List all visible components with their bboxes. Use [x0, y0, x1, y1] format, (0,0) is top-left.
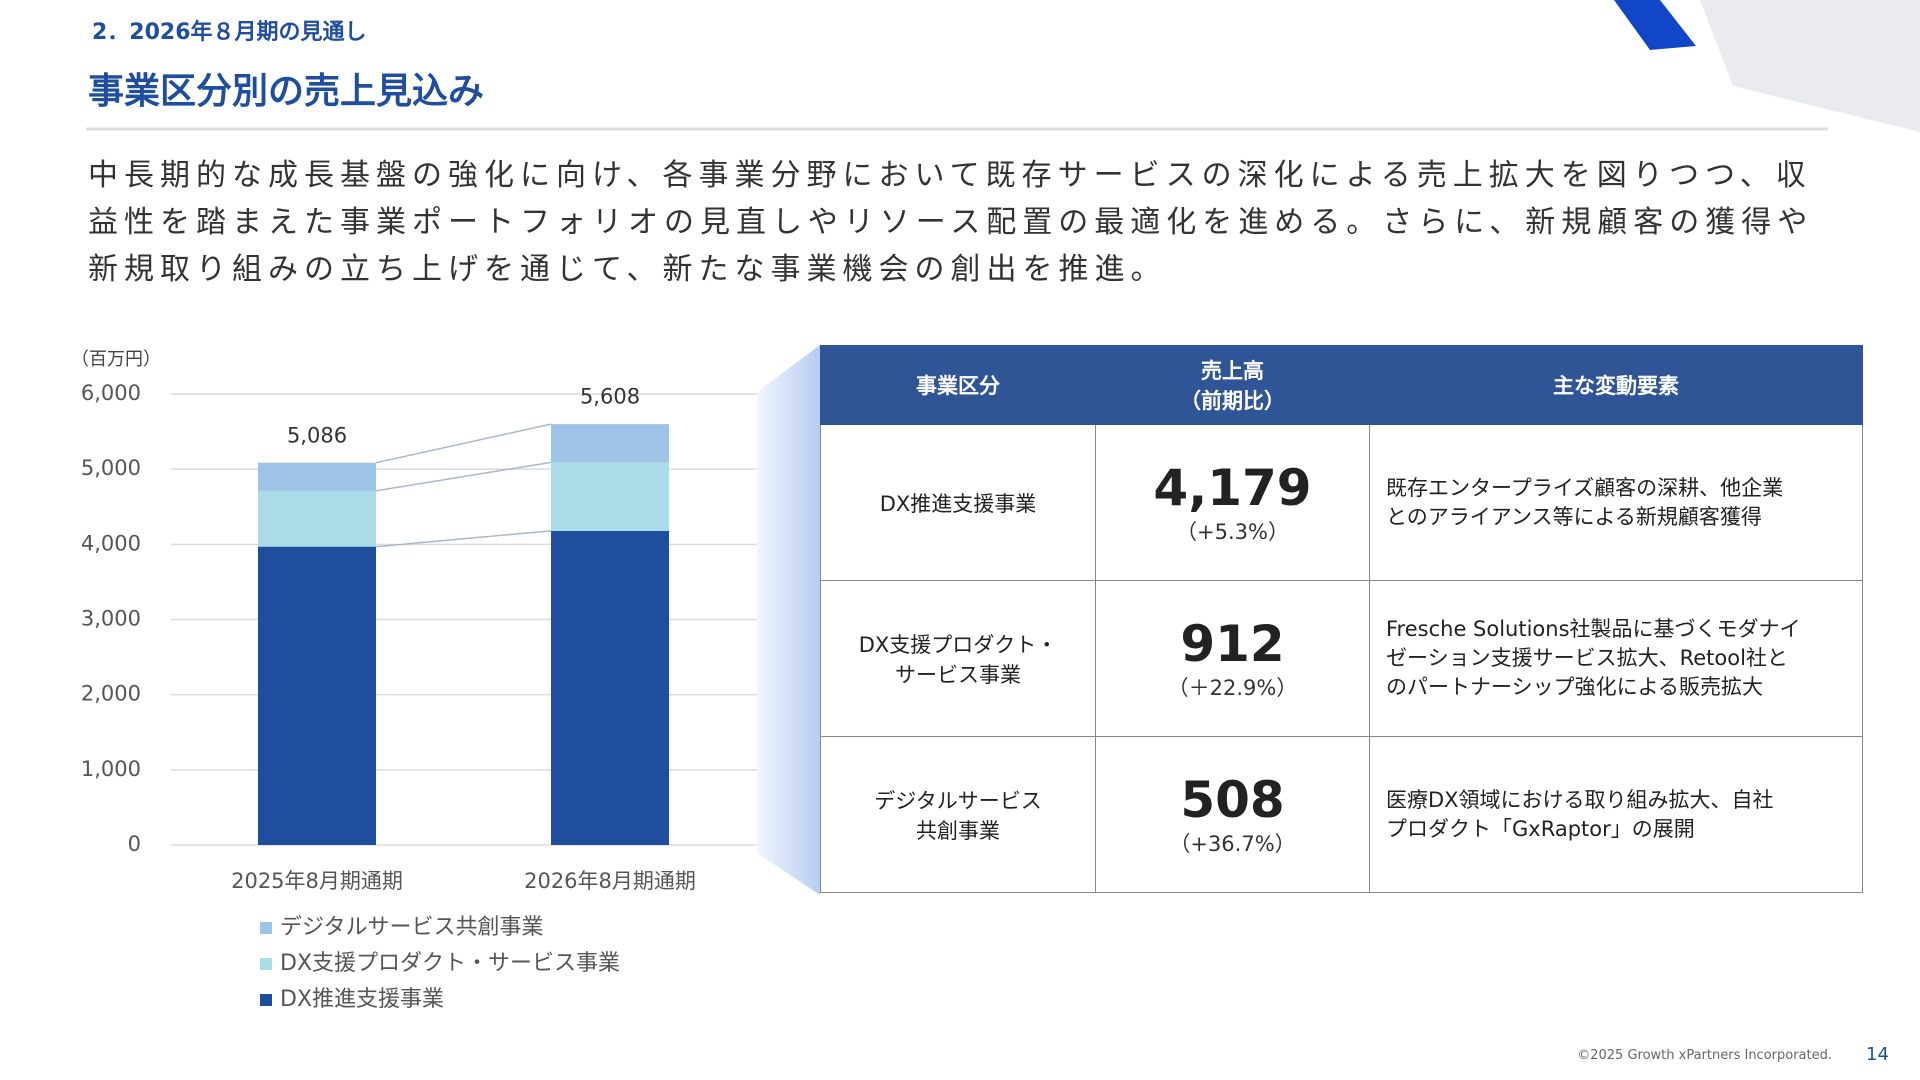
total-label: 5,608: [580, 384, 640, 408]
segment-cell: DX支援プロダクト・ サービス事業: [820, 580, 1096, 737]
legend-label: DX推進支援事業: [280, 987, 444, 1012]
segment-line: サービス事業: [895, 662, 1021, 687]
factors-cell: 既存エンタープライズ顧客の深耕、他企業 とのアライアンス等による新規顧客獲得: [1369, 424, 1863, 581]
legend-swatch: [260, 994, 272, 1006]
legend-label: デジタルサービス共創事業: [280, 915, 544, 940]
factor-line: とのアライアンス等による新規顧客獲得: [1386, 504, 1762, 529]
connector-funnel: [757, 345, 820, 895]
header-cell: 売上高 （前期比）: [1095, 345, 1370, 425]
legend-label: DX支援プロダクト・サービス事業: [280, 951, 620, 976]
total-label: 5,086: [287, 424, 347, 448]
header-text: （前期比）: [1180, 389, 1285, 413]
body-text: 中長期的な成長基盤の強化に向け、各事業分野において既存サービスの深化による売上拡…: [88, 158, 1814, 287]
factor-line: プロダクト「GxRaptor」の展開: [1386, 816, 1695, 841]
factor-line: のパートナーシップ強化による販売拡大: [1386, 675, 1763, 699]
y-tick-label: 2,000: [81, 682, 141, 706]
header-text: 売上高: [1201, 359, 1264, 383]
x-tick-label: 2025年8月期通期: [231, 869, 403, 893]
page-number: 14: [1866, 1044, 1889, 1065]
segment-cell: デジタルサービス 共創事業: [820, 736, 1096, 893]
table-row: DX支援プロダクト・ サービス事業 912 （＋22.9%） Fresche Solut…: [820, 580, 1863, 737]
decoration: [1614, 0, 1696, 50]
y-tick-label: 4,000: [81, 531, 141, 555]
legend-swatch: [260, 922, 272, 934]
connector-line: [375, 530, 552, 548]
copyright: ©2025 Growth xPartners Incorporated.: [1577, 1048, 1832, 1063]
segment-line: DX推進支援事業: [879, 491, 1037, 516]
factor-line: 既存エンタープライズ顧客の深耕、他企業: [1386, 475, 1784, 500]
decoration: [1700, 0, 1920, 132]
table-row: デジタルサービス 共創事業 508 （+36.7%） 医療DX領域における取り組み拡大、…: [820, 736, 1863, 893]
connector-line: [375, 423, 552, 464]
sales-cell: 4,179 （+5.3%）: [1095, 424, 1370, 581]
sales-change: （+36.7%）: [1169, 831, 1296, 856]
sales-change: （＋22.9%）: [1167, 675, 1298, 700]
sales-cell: 508 （+36.7%）: [1095, 736, 1370, 893]
y-tick-label: 0: [128, 832, 141, 856]
segment-cell: DX推進支援事業: [820, 424, 1096, 581]
legend-swatch: [260, 958, 272, 970]
bar-segment: [258, 546, 376, 845]
x-tick-label: 2026年8月期通期: [524, 869, 696, 893]
y-unit: （百万円）: [71, 349, 161, 370]
factors-cell: 医療DX領域における取り組み拡大、自社 プロダクト「GxRaptor」の展開: [1369, 736, 1863, 893]
bar-segment: [551, 462, 669, 531]
sales-change: （+5.3%）: [1176, 519, 1289, 544]
factor-line: 医療DX領域における取り組み拡大、自社: [1386, 787, 1774, 812]
y-tick-label: 3,000: [81, 607, 141, 631]
bar-segment: [258, 490, 376, 547]
sales-cell: 912 （＋22.9%）: [1095, 580, 1370, 737]
factor-line: Fresche Solutions社製品に基づくモダナイ: [1386, 617, 1801, 641]
section-label: 2．2026年８月期の見通し: [92, 20, 367, 45]
header-cell: 事業区分: [820, 345, 1096, 425]
bar-segment: [258, 462, 376, 491]
header-cell: 主な変動要素: [1369, 345, 1863, 425]
segment-line: デジタルサービス: [874, 788, 1042, 813]
y-tick-label: 5,000: [81, 456, 141, 480]
y-tick-label: 1,000: [81, 757, 141, 781]
bar-segment: [551, 424, 669, 463]
page-title: 事業区分別の売上見込み: [88, 71, 485, 112]
factors-cell: Fresche Solutions社製品に基づくモダナイ ゼーション支援サービス拡…: [1369, 580, 1863, 737]
segment-line: DX支援プロダクト・: [858, 632, 1058, 657]
sales-value: 508: [1180, 770, 1285, 829]
table: 事業区分 売上高 （前期比） 主な変動要素 DX推進支援事業 4,179 （+5.3%…: [820, 345, 1863, 893]
bar-segment: [551, 530, 669, 845]
sales-value: 4,179: [1153, 458, 1312, 517]
table-header: 事業区分 売上高 （前期比） 主な変動要素: [820, 345, 1863, 425]
y-tick-label: 6,000: [81, 381, 141, 405]
table-row: DX推進支援事業 4,179 （+5.3%） 既存エンタープライズ顧客の深耕、他企業と…: [820, 424, 1863, 581]
sales-value: 912: [1180, 614, 1285, 673]
connector-line: [375, 461, 552, 492]
factor-line: ゼーション支援サービス拡大、Retool社と: [1386, 646, 1788, 670]
segment-line: 共創事業: [916, 818, 1000, 843]
